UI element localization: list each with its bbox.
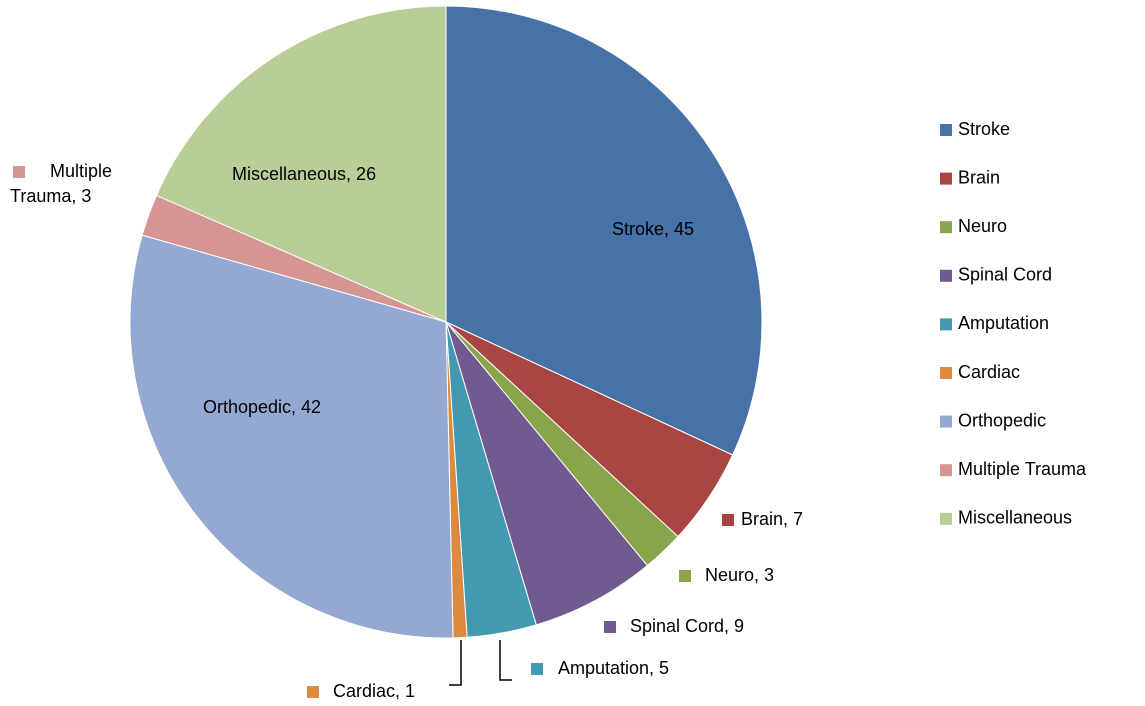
pie-slice	[155, 5, 447, 323]
legend-label: Miscellaneous	[958, 508, 1072, 528]
data-label: Stroke, 45	[612, 219, 694, 239]
data-label: Neuro, 3	[705, 565, 774, 585]
label-marker	[531, 663, 543, 675]
legend-label: Brain	[958, 167, 1000, 187]
data-label: Spinal Cord, 9	[630, 616, 744, 636]
legend-swatch	[940, 124, 952, 136]
data-label: Brain, 7	[741, 509, 803, 529]
pie-slice	[445, 5, 763, 456]
data-label: Orthopedic, 42	[203, 397, 321, 417]
leader-line	[449, 640, 462, 686]
legend-swatch	[940, 367, 952, 379]
label-marker	[722, 514, 734, 526]
label-marker	[604, 621, 616, 633]
legend-label: Orthopedic	[958, 410, 1046, 430]
legend-swatch	[940, 464, 952, 477]
legend-label: Stroke	[958, 119, 1010, 139]
label-marker	[307, 686, 319, 698]
data-label: Multiple Trauma, 3	[10, 161, 112, 206]
data-label: Amputation, 5	[558, 658, 669, 678]
data-label: Miscellaneous, 26	[232, 164, 376, 184]
label-marker	[13, 166, 25, 178]
legend-swatch	[940, 318, 952, 331]
legend-swatch	[940, 415, 952, 428]
label-marker	[679, 570, 691, 582]
data-label: Cardiac, 1	[333, 681, 415, 701]
legend-label: Cardiac	[958, 362, 1020, 382]
legend-label: Multiple Trauma	[958, 459, 1087, 479]
legend-swatch	[940, 512, 952, 525]
legend-swatch	[940, 269, 952, 282]
legend-swatch	[940, 221, 952, 234]
legend-label: Neuro	[958, 216, 1007, 236]
legend-label: Amputation	[958, 313, 1049, 333]
leader-line	[499, 640, 512, 681]
pie-slice	[129, 234, 454, 639]
pie-slice	[445, 321, 649, 626]
legend-label: Spinal Cord	[958, 265, 1052, 285]
legend-swatch	[940, 172, 952, 185]
